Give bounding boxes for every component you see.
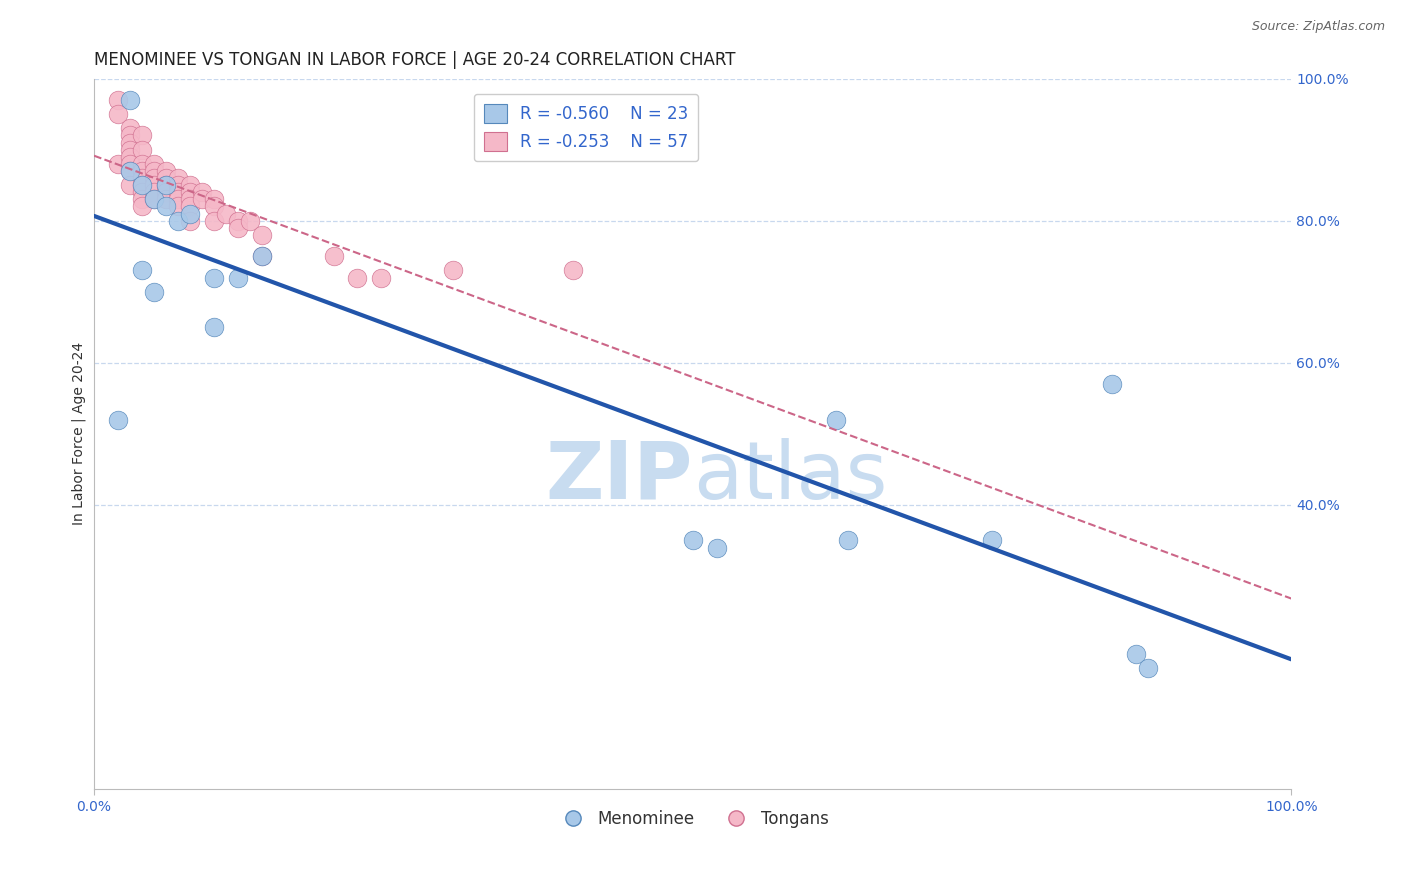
Legend: Menominee, Tongans: Menominee, Tongans: [550, 803, 837, 834]
Text: ZIP: ZIP: [546, 438, 693, 516]
Point: [191, 193, 214, 207]
Point: [167, 213, 190, 227]
Y-axis label: In Labor Force | Age 20-24: In Labor Force | Age 20-24: [72, 343, 86, 525]
Point: [131, 178, 153, 193]
Point: [131, 128, 153, 143]
Point: [250, 249, 273, 263]
Point: [155, 164, 177, 178]
Point: [215, 206, 238, 220]
Point: [179, 178, 201, 193]
Point: [118, 164, 141, 178]
Point: [239, 213, 262, 227]
Point: [118, 121, 141, 136]
Point: [118, 143, 141, 157]
Text: Source: ZipAtlas.com: Source: ZipAtlas.com: [1251, 20, 1385, 33]
Point: [167, 193, 190, 207]
Point: [155, 186, 177, 200]
Point: [167, 199, 190, 213]
Point: [167, 178, 190, 193]
Point: [131, 164, 153, 178]
Point: [1125, 647, 1147, 661]
Point: [441, 263, 464, 277]
Point: [118, 157, 141, 171]
Point: [118, 164, 141, 178]
Point: [825, 412, 848, 426]
Point: [562, 263, 585, 277]
Point: [179, 193, 201, 207]
Point: [118, 128, 141, 143]
Point: [202, 199, 225, 213]
Point: [250, 227, 273, 242]
Point: [142, 193, 165, 207]
Point: [142, 164, 165, 178]
Point: [191, 186, 214, 200]
Point: [179, 206, 201, 220]
Point: [131, 193, 153, 207]
Point: [107, 412, 129, 426]
Point: [155, 199, 177, 213]
Point: [226, 213, 249, 227]
Point: [322, 249, 344, 263]
Point: [142, 171, 165, 186]
Text: MENOMINEE VS TONGAN IN LABOR FORCE | AGE 20-24 CORRELATION CHART: MENOMINEE VS TONGAN IN LABOR FORCE | AGE…: [94, 51, 735, 69]
Point: [118, 93, 141, 107]
Point: [107, 157, 129, 171]
Point: [107, 107, 129, 121]
Point: [155, 178, 177, 193]
Point: [142, 285, 165, 299]
Point: [118, 150, 141, 164]
Point: [250, 249, 273, 263]
Point: [202, 320, 225, 334]
Point: [155, 171, 177, 186]
Point: [155, 178, 177, 193]
Point: [142, 178, 165, 193]
Point: [202, 270, 225, 285]
Point: [346, 270, 368, 285]
Point: [142, 157, 165, 171]
Point: [837, 533, 859, 548]
Point: [131, 171, 153, 186]
Point: [682, 533, 704, 548]
Point: [167, 186, 190, 200]
Point: [167, 171, 190, 186]
Point: [1101, 377, 1123, 392]
Point: [118, 136, 141, 150]
Point: [131, 263, 153, 277]
Text: atlas: atlas: [693, 438, 887, 516]
Point: [131, 178, 153, 193]
Point: [142, 193, 165, 207]
Point: [202, 193, 225, 207]
Point: [118, 178, 141, 193]
Point: [142, 186, 165, 200]
Point: [370, 270, 392, 285]
Point: [179, 186, 201, 200]
Point: [179, 199, 201, 213]
Point: [131, 199, 153, 213]
Point: [226, 270, 249, 285]
Point: [202, 213, 225, 227]
Point: [1136, 661, 1159, 675]
Point: [107, 93, 129, 107]
Point: [155, 193, 177, 207]
Point: [179, 213, 201, 227]
Point: [706, 541, 728, 555]
Point: [131, 157, 153, 171]
Point: [131, 143, 153, 157]
Point: [226, 220, 249, 235]
Point: [131, 186, 153, 200]
Point: [981, 533, 1004, 548]
